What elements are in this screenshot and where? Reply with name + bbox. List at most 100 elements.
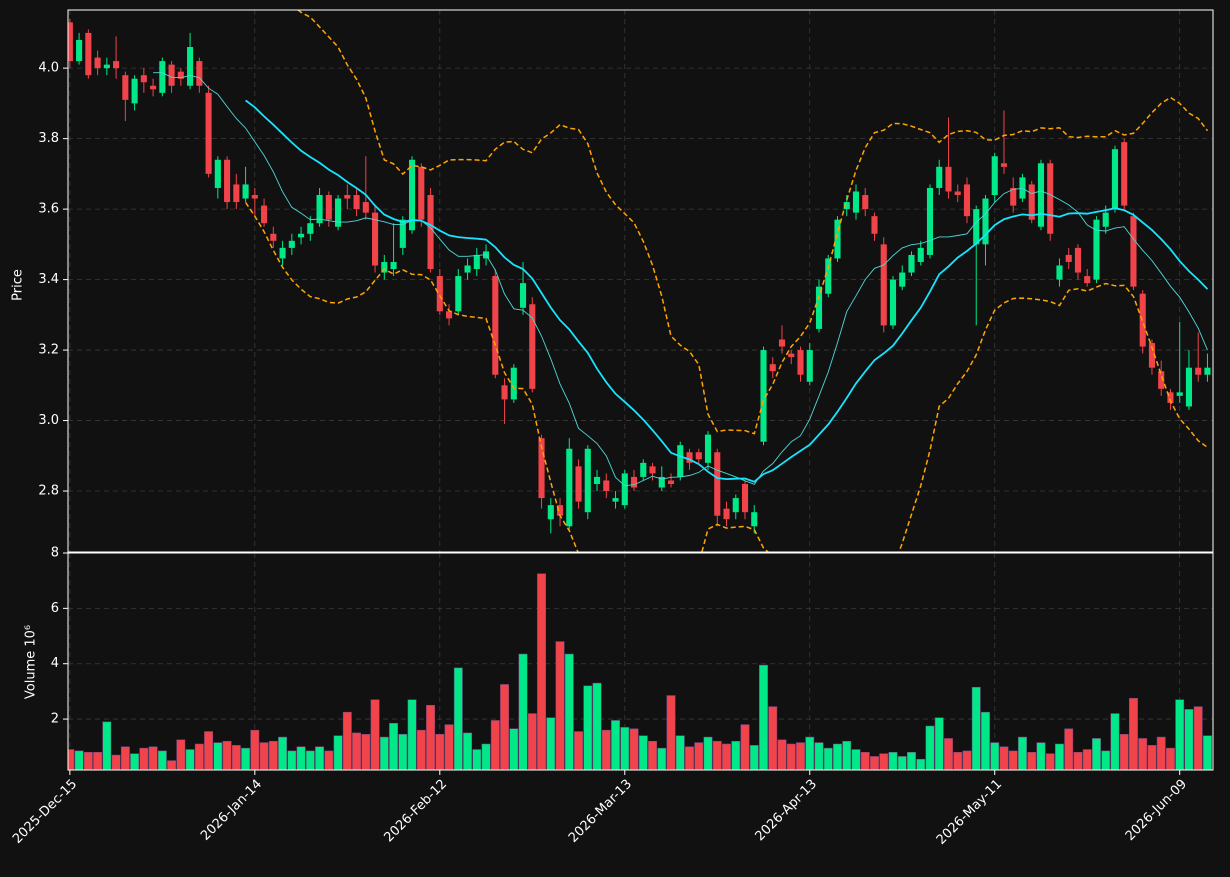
volume-bar xyxy=(83,752,93,770)
candle-body xyxy=(519,283,527,308)
volume-bar xyxy=(74,750,84,770)
candle-body xyxy=(150,85,157,90)
volume-bar xyxy=(860,752,870,770)
candle-body xyxy=(991,156,998,196)
volume-tick-label: 2 xyxy=(51,712,59,727)
candle-body xyxy=(1111,149,1119,210)
candle-body xyxy=(362,202,369,213)
candle-body xyxy=(510,367,517,400)
bollinger-lower xyxy=(244,201,1208,552)
candle-body xyxy=(335,198,342,227)
candle-body xyxy=(307,223,314,234)
volume-bar xyxy=(287,750,297,770)
candle-body xyxy=(1176,392,1183,396)
y-tick-label: 3.4 xyxy=(38,272,59,287)
candle-body xyxy=(825,258,832,294)
volume-bar xyxy=(944,738,953,770)
volume-bar xyxy=(1101,750,1111,770)
volume-bar xyxy=(731,740,741,770)
candle-body xyxy=(242,184,249,199)
volume-bar xyxy=(564,653,574,770)
candle-body xyxy=(205,92,212,174)
volume-frame xyxy=(67,552,1214,771)
volume-bar xyxy=(444,724,454,770)
candle-body xyxy=(769,364,776,372)
volume-bar xyxy=(1008,750,1018,770)
candle-body xyxy=(529,304,536,389)
candle-body xyxy=(732,498,739,513)
y-tick-label: 3.6 xyxy=(38,202,59,217)
volume-bar xyxy=(250,729,260,770)
volume-bar xyxy=(907,752,916,770)
volume-bar xyxy=(222,740,232,770)
volume-bar xyxy=(990,742,1000,770)
candle-body xyxy=(168,64,175,86)
volume-bar xyxy=(157,750,167,770)
price-plot xyxy=(68,10,1211,552)
candle-body xyxy=(159,61,166,93)
candle-body xyxy=(806,350,813,382)
volume-bar xyxy=(148,746,158,770)
volume-bar xyxy=(851,749,861,770)
volume-bar xyxy=(1018,736,1027,770)
y-tick-label: 2.8 xyxy=(38,484,59,499)
y-tick-label: 3.8 xyxy=(38,131,59,146)
candle-body xyxy=(288,240,295,248)
candle-body xyxy=(270,233,277,241)
volume-bar xyxy=(1175,699,1185,770)
volume-tick-label: 8 xyxy=(51,546,59,561)
candle-body xyxy=(224,159,231,203)
candle-body xyxy=(214,159,221,188)
price-axis-label: Price xyxy=(11,269,26,301)
volume-bar xyxy=(296,746,306,770)
candle-body xyxy=(880,244,887,326)
candle-body xyxy=(917,247,924,262)
candle-body xyxy=(760,350,767,442)
candle-body xyxy=(843,202,850,210)
volume-tick-label: 4 xyxy=(51,656,59,671)
volume-bar xyxy=(1193,706,1203,770)
candle-body xyxy=(122,75,129,100)
volume-bar xyxy=(389,722,398,770)
volume-bar xyxy=(167,760,176,770)
candle-body xyxy=(187,47,194,86)
volume-bar xyxy=(111,754,121,770)
volume-bar xyxy=(213,742,223,770)
candle-body xyxy=(1148,343,1156,368)
volume-bar xyxy=(370,699,380,770)
volume-bar xyxy=(472,749,482,770)
volume-bar xyxy=(842,740,852,770)
candle-body xyxy=(871,216,878,234)
volume-bar xyxy=(231,745,241,770)
volume-bar xyxy=(629,728,639,770)
volume-bar xyxy=(925,725,935,770)
candle-body xyxy=(852,191,860,213)
candle-body xyxy=(1056,265,1063,280)
volume-bar xyxy=(204,731,213,770)
candle-body xyxy=(788,353,795,358)
candle-body xyxy=(261,205,268,224)
volume-bar xyxy=(1036,742,1046,770)
candle-body xyxy=(704,434,712,463)
candle-body xyxy=(1028,184,1035,220)
candle-body xyxy=(889,279,897,326)
candle-body xyxy=(778,339,786,347)
candle-body xyxy=(584,448,591,513)
y-tick-label: 3.0 xyxy=(38,413,59,428)
candle-body xyxy=(251,195,258,199)
candle-body xyxy=(945,166,952,192)
volume-bar xyxy=(694,742,704,770)
volume-bar xyxy=(601,729,611,770)
candle-body xyxy=(1195,367,1202,375)
volume-bar xyxy=(509,728,519,770)
volume-bar xyxy=(68,749,75,770)
volume-tick-label: 6 xyxy=(51,601,59,616)
candle-body xyxy=(1084,276,1091,284)
candle-body xyxy=(547,505,554,520)
volume-bar xyxy=(333,735,343,770)
candle-body xyxy=(621,473,628,506)
volume-bar xyxy=(1073,752,1083,770)
candle-body xyxy=(1010,187,1017,206)
candle-body xyxy=(501,385,508,400)
candle-body xyxy=(908,254,915,273)
